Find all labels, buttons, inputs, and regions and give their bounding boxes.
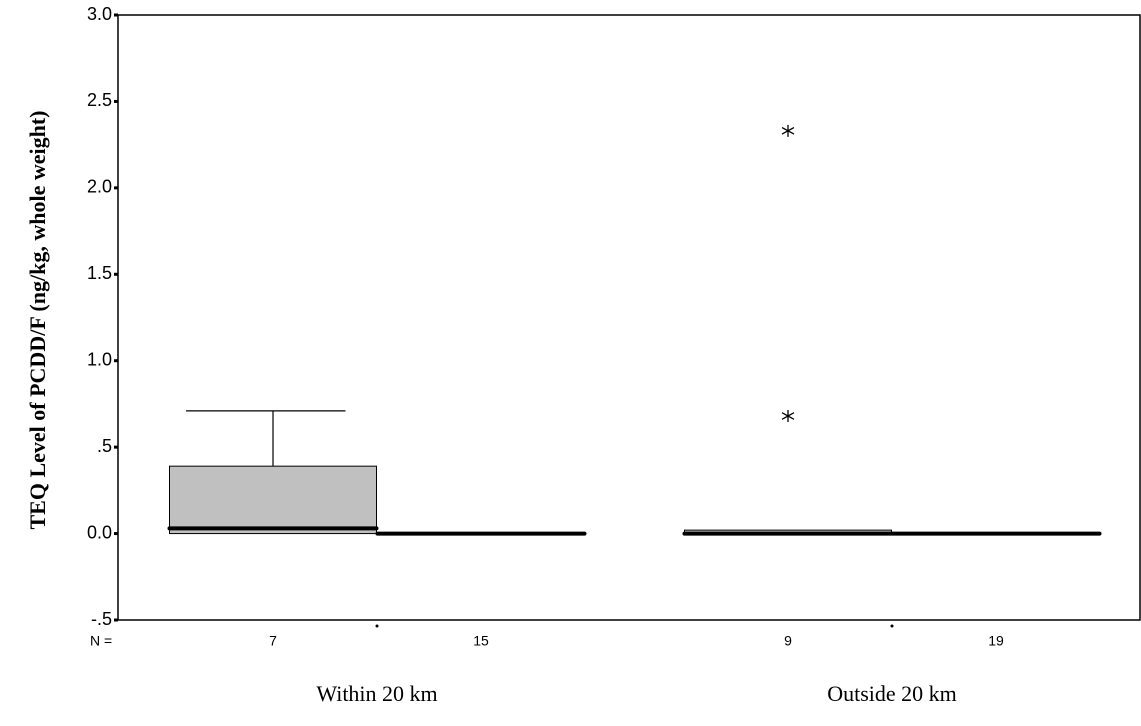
y-tick-label: 1.0: [87, 349, 112, 369]
y-tick-label: .5: [97, 436, 112, 456]
n-count: 19: [988, 633, 1004, 649]
y-tick-label: 2.0: [87, 177, 112, 197]
n-label: N =: [90, 633, 112, 649]
y-tick-label: -.5: [91, 609, 112, 629]
y-tick-label: 3.0: [87, 4, 112, 24]
n-count: 9: [784, 633, 792, 649]
outlier: [781, 124, 795, 137]
group-label: Within 20 km: [316, 681, 437, 706]
y-tick-label: 0.0: [87, 522, 112, 542]
group-separator: [890, 624, 894, 628]
box: [169, 465, 377, 535]
y-axis-label: TEQ Level of PCDD/F (ng/kg, whole weight…: [25, 111, 50, 530]
group-label: Outside 20 km: [827, 681, 957, 706]
group-separator: [375, 624, 379, 628]
plot-frame: [117, 14, 1141, 621]
y-tick-label: 1.5: [87, 263, 112, 283]
n-count: 7: [269, 633, 277, 649]
y-tick-label: 2.5: [87, 90, 112, 110]
outlier: [781, 410, 795, 423]
n-count: 15: [473, 633, 489, 649]
